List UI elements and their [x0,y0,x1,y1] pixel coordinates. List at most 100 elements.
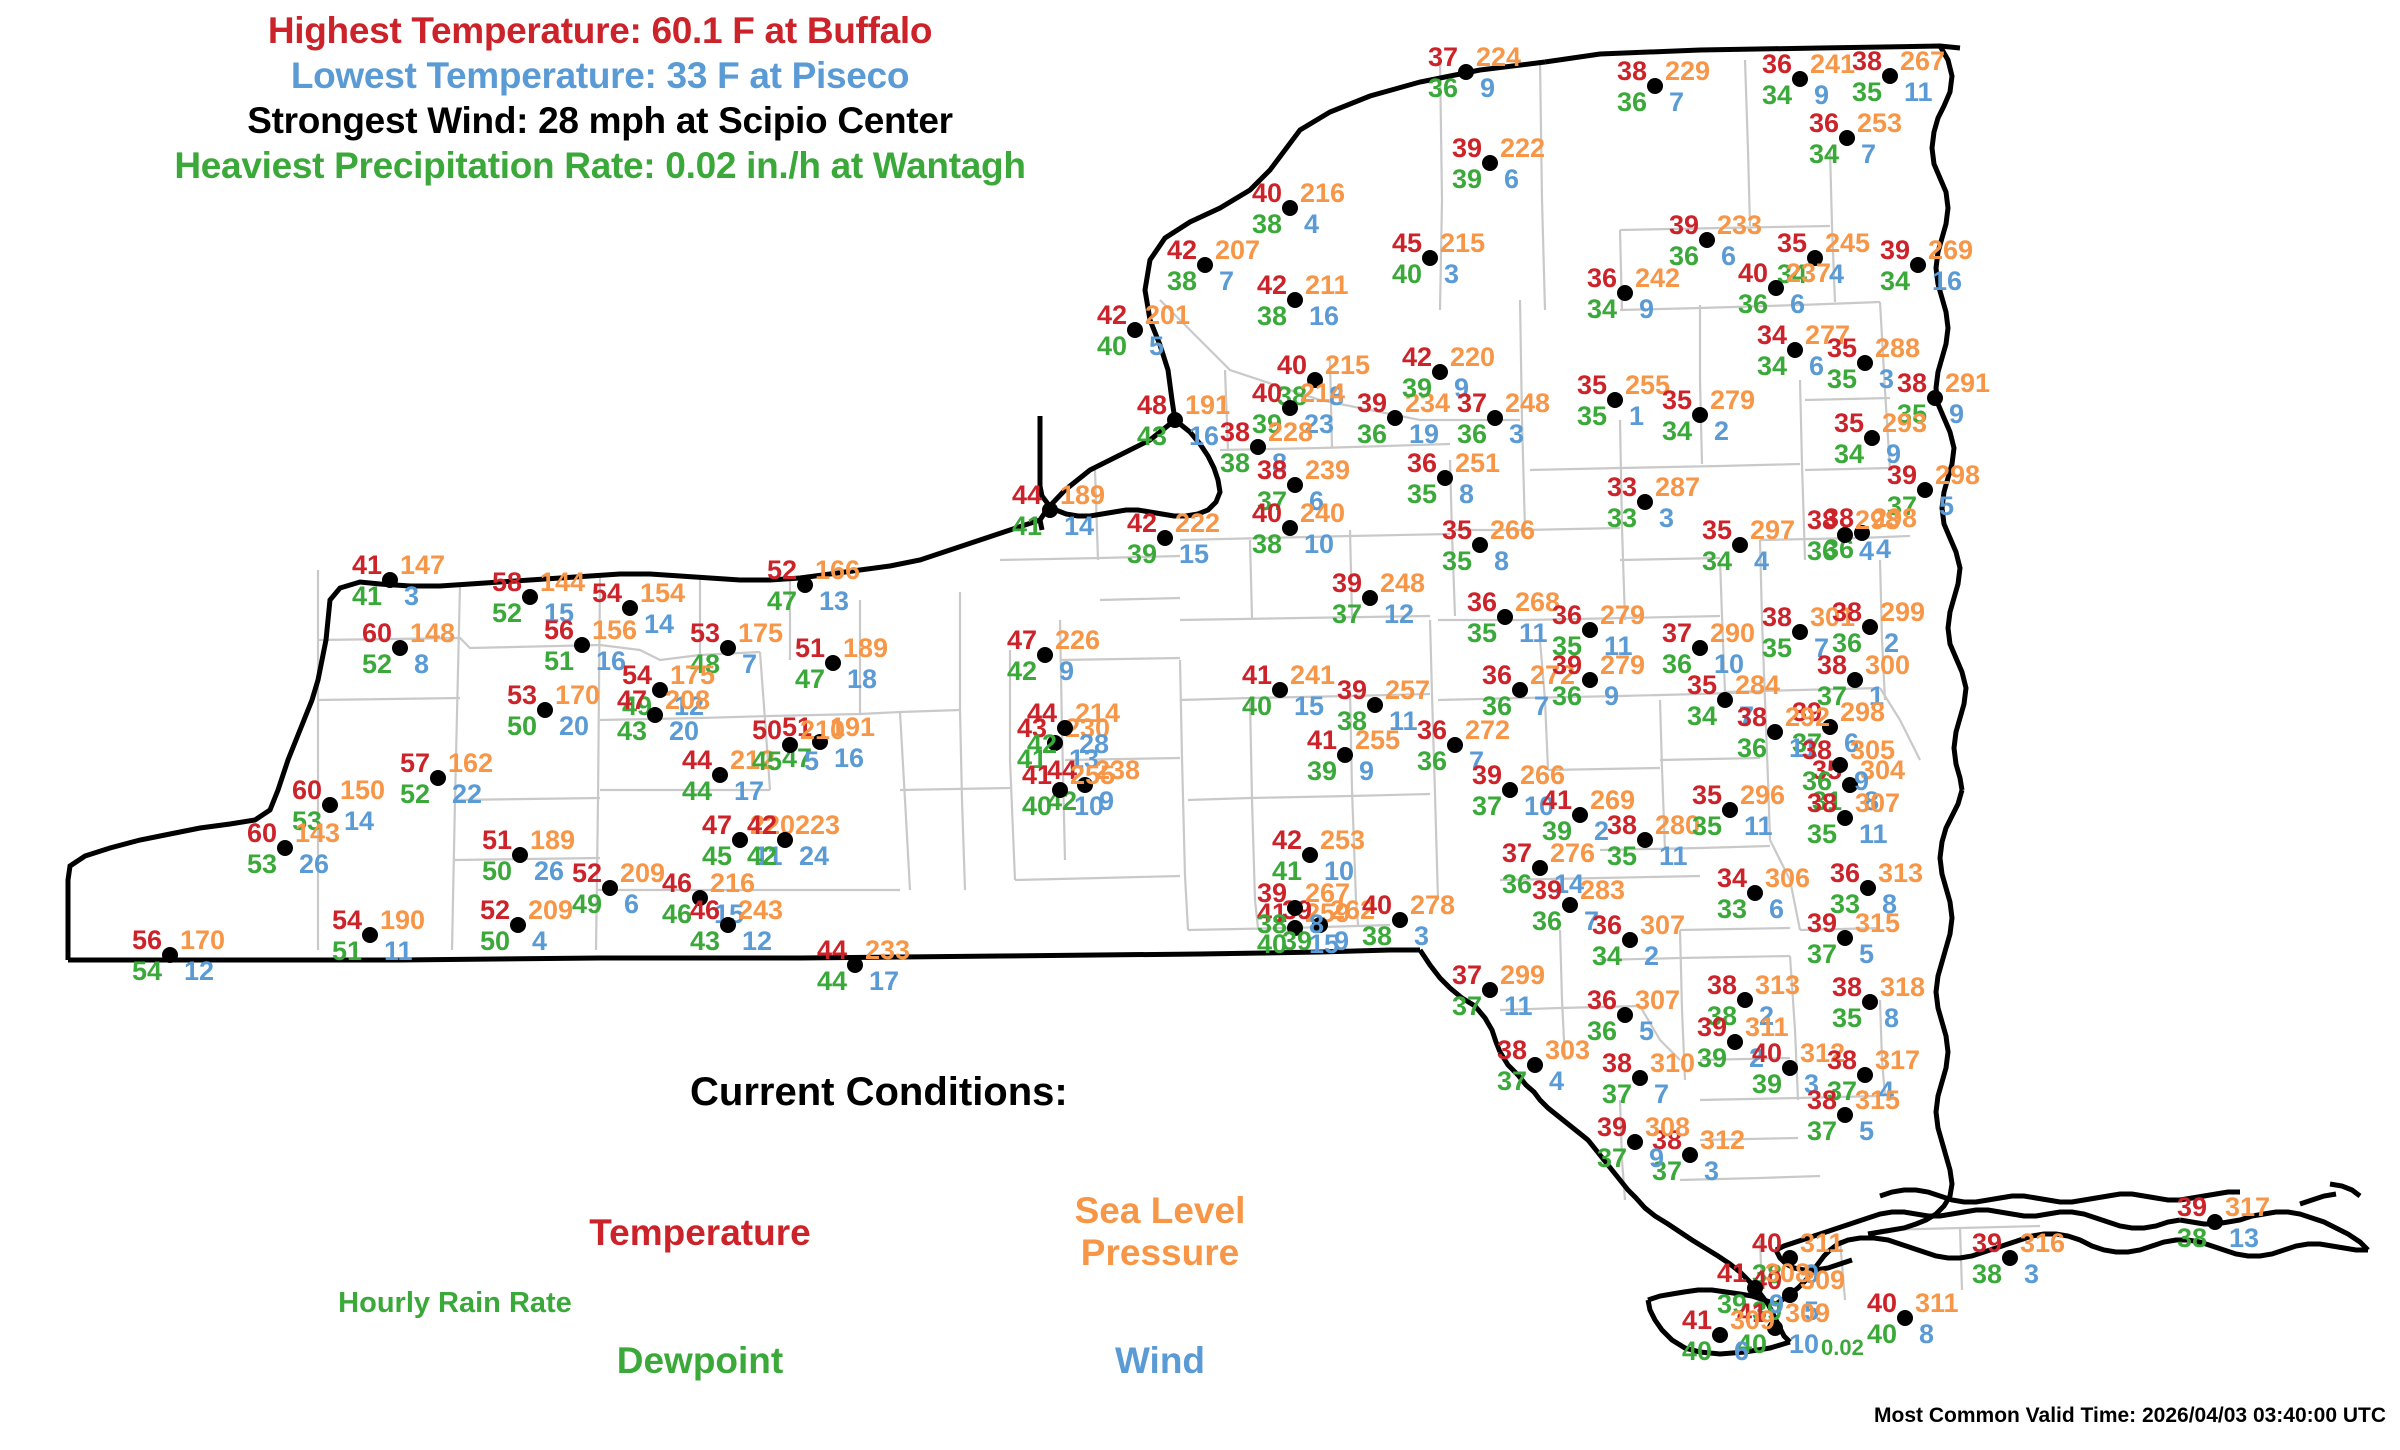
station-sea-level-pressure: 278 [1410,890,1456,920]
station-wind-speed: 4 [1754,546,1770,576]
station-temperature: 39 [1668,210,1699,240]
station-temperature: 52 [766,555,797,585]
station-temperature: 60 [361,618,392,648]
station-wind-speed: 6 [1721,241,1737,271]
station-dewpoint: 37 [1651,1156,1682,1186]
station-sea-level-pressure: 309 [1800,1265,1846,1295]
station-dot-icon [1647,78,1663,94]
station-dot-icon [1042,502,1058,518]
station-sea-level-pressure: 279 [1710,385,1756,415]
station-dewpoint: 35 [1806,819,1837,849]
station-dot-icon [1607,392,1623,408]
station-sea-level-pressure: 288 [1875,333,1921,363]
station-dewpoint: 38 [1256,909,1287,939]
station-sea-level-pressure: 287 [1655,472,1701,502]
station-wind-speed: 9 [1639,294,1655,324]
station-dot-icon [1127,322,1143,338]
station-dot-icon [1632,1070,1648,1086]
station-wind-speed: 7 [1654,1079,1670,1109]
station-sea-level-pressure: 226 [1055,625,1101,655]
station-dot-icon [362,927,378,943]
station-dot-icon [1482,982,1498,998]
station-dot-icon [1782,1287,1798,1303]
station-temperature: 42 [746,810,777,840]
legend-hourly-rain-rate: Hourly Rain Rate [338,1287,572,1319]
station-temperature: 46 [661,868,692,898]
station-dewpoint: 39 [1306,756,1337,786]
station-temperature: 39 [1256,878,1287,908]
station-dot-icon [1842,777,1858,793]
station-dot-icon [1927,390,1943,406]
station-dot-icon [1432,364,1448,380]
station-temperature: 41 [1021,760,1052,790]
station-sea-level-pressure: 220 [1450,342,1496,372]
station-wind-speed: 10 [1714,649,1745,679]
station-temperature: 36 [1761,49,1792,79]
legend-temperature: Temperature [589,1212,811,1253]
station-sea-level-pressure: 233 [865,935,911,965]
station-dot-icon [1482,155,1498,171]
station-temperature: 60 [246,818,277,848]
station-dot-icon [1837,527,1853,543]
station-sea-level-pressure: 166 [815,555,861,585]
station-wind-speed: 13 [1069,744,1100,774]
station-dewpoint: 39 [1251,409,1282,439]
station-sea-level-pressure: 291 [1945,368,1991,398]
station-dewpoint: 43 [616,716,647,746]
station-dot-icon [277,840,293,856]
station-sea-level-pressure: 201 [1145,300,1191,330]
station-dot-icon [392,640,408,656]
station-dot-icon [797,577,813,593]
station-wind-speed: 2 [1749,1043,1765,1073]
station-wind-speed: 9 [1334,926,1350,956]
station-dot-icon [1497,609,1513,625]
station-sea-level-pressure: 147 [400,550,446,580]
station-wind-speed: 8 [1329,381,1345,411]
station-wind-speed: 8 [414,649,430,679]
station-sea-level-pressure: 318 [1880,972,1926,1002]
station-dot-icon [1562,897,1578,913]
station-dot-icon [1458,64,1474,80]
station-temperature: 47 [1006,625,1037,655]
station-temperature: 38 [1496,1035,1527,1065]
station-wind-speed: 15 [1309,929,1340,959]
station-temperature: 39 [1331,568,1362,598]
station-wind-speed: 7 [1669,87,1685,117]
station-temperature: 54 [591,578,622,608]
station-sea-level-pressure: 212 [730,745,776,775]
station-dewpoint: 38 [1256,301,1287,331]
station-temperature: 42 [1271,825,1302,855]
station-wind-speed: 4 [1549,1066,1565,1096]
station-dewpoint: 38 [2176,1223,2207,1253]
station-wind-speed: 5 [1859,1116,1875,1146]
station-sea-level-pressure: 296 [1740,780,1786,810]
station-sea-level-pressure: 189 [530,825,576,855]
station-dot-icon [1337,747,1353,763]
station-dewpoint: 42 [1006,656,1037,686]
station-dot-icon [1767,724,1783,740]
station-dewpoint: 33 [1716,894,1747,924]
station-dot-icon [712,767,728,783]
station-temperature: 36 [1808,108,1839,138]
station-temperature: 38 [1601,1048,1632,1078]
station-dewpoint: 49 [621,691,652,721]
station-temperature: 56 [131,925,162,955]
legend-slp-line2: Pressure [1080,1232,1240,1273]
station-temperature: 41 [1736,1298,1767,1328]
station-dot-icon [720,917,736,933]
station-dot-icon [510,917,526,933]
station-wind-speed: 8 [1884,1003,1900,1033]
station-temperature: 40 [1361,890,1392,920]
station-wind-speed: 15 [544,598,575,628]
station-sea-level-pressure: 277 [1805,320,1851,350]
station-temperature: 39 [1471,760,1502,790]
station-dewpoint: 36 [1416,746,1447,776]
station-temperature: 44 [681,745,712,775]
station-sea-level-pressure: 303 [1545,1035,1591,1065]
station-wind-speed: 6 [1734,1336,1750,1366]
station-dewpoint: 31 [1811,786,1842,816]
station-sea-level-pressure: 211 [1305,270,1349,300]
station-dot-icon [1367,697,1383,713]
station-sea-level-pressure: 148 [410,618,456,648]
station-wind-speed: 13 [2229,1223,2260,1253]
